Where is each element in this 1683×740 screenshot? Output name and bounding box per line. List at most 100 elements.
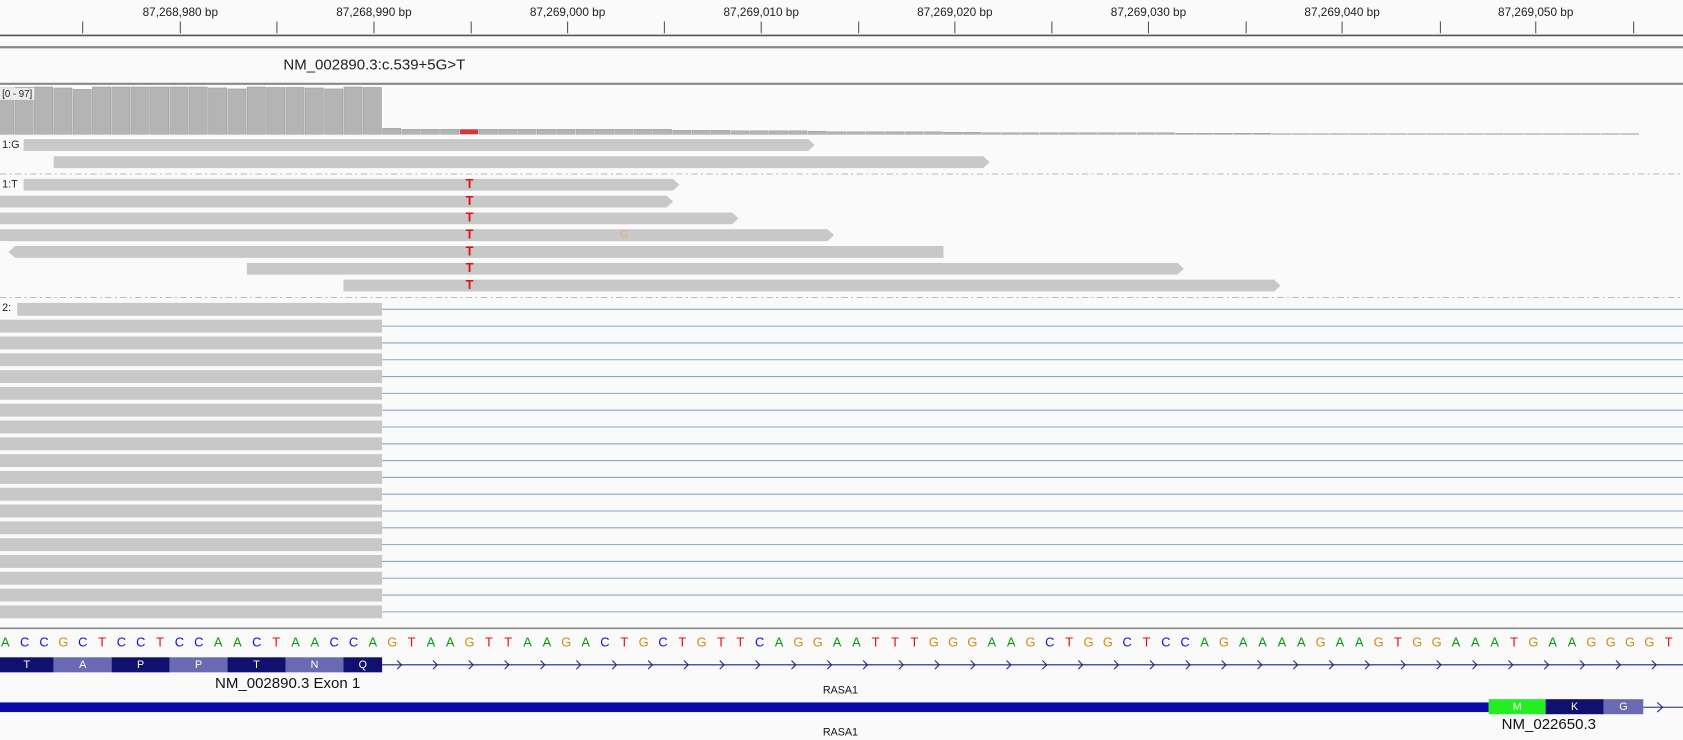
read xyxy=(0,353,383,367)
base: C xyxy=(658,635,667,650)
base: T xyxy=(1394,635,1402,650)
base: A xyxy=(369,635,378,650)
base: T xyxy=(678,635,686,650)
ruler-label: 87,269,050 bp xyxy=(1498,5,1574,19)
base: G xyxy=(1412,635,1422,650)
coverage-bar xyxy=(788,130,808,135)
coverage-bar xyxy=(1039,132,1059,135)
base: A xyxy=(291,635,300,650)
base: A xyxy=(1239,635,1248,650)
strand-arrow xyxy=(647,660,654,670)
strand-arrow xyxy=(1328,660,1335,670)
coverage-bar xyxy=(92,86,111,135)
group-label: 2: xyxy=(2,302,11,314)
transcript-label: NM_002890.3 Exon 1 xyxy=(215,675,360,692)
base: G xyxy=(1025,635,1035,650)
coverage-bar xyxy=(266,87,286,135)
base: A xyxy=(775,635,784,650)
coverage-bar xyxy=(34,86,53,135)
mismatch: T xyxy=(466,277,474,292)
coverage-bar xyxy=(285,87,305,135)
strand-arrow xyxy=(1656,702,1664,713)
ruler-label: 87,269,010 bp xyxy=(723,5,799,19)
base: C xyxy=(1123,635,1132,650)
ruler-label: 87,269,040 bp xyxy=(1304,5,1380,19)
base: C xyxy=(252,635,261,650)
coverage-bar xyxy=(1059,132,1079,135)
base: T xyxy=(910,635,918,650)
coverage-bar xyxy=(691,130,711,135)
base: A xyxy=(1355,635,1364,650)
strand-arrow xyxy=(898,660,905,670)
base: A xyxy=(543,635,552,650)
base: A xyxy=(446,635,455,650)
base: C xyxy=(600,635,609,650)
coverage-bar xyxy=(614,129,634,135)
coverage-bar xyxy=(227,88,247,135)
strand-arrow xyxy=(396,660,403,670)
coverage-bar xyxy=(498,129,518,135)
base: C xyxy=(349,635,358,650)
exon-codon xyxy=(285,657,344,673)
coverage-bar xyxy=(246,86,266,135)
read xyxy=(0,454,383,468)
mismatch: T xyxy=(466,176,474,191)
coverage-bar xyxy=(672,130,692,135)
coverage-bar xyxy=(517,129,537,135)
coverage-bar xyxy=(827,131,846,135)
base: A xyxy=(852,635,861,650)
strand-arrow xyxy=(1113,660,1120,670)
read xyxy=(0,605,383,619)
base: C xyxy=(78,635,87,650)
read xyxy=(0,487,383,501)
strand-arrow xyxy=(791,660,797,670)
amino-acid: N xyxy=(311,659,319,671)
strand-arrow xyxy=(1615,660,1622,670)
base: G xyxy=(793,635,803,650)
group-label-bg xyxy=(0,138,24,152)
coverage-bar xyxy=(188,86,208,135)
transcript-label: NM_022650.3 xyxy=(1502,716,1596,733)
read xyxy=(343,279,1281,292)
range-bg xyxy=(0,88,35,100)
base: A xyxy=(1278,635,1287,650)
strand-arrow xyxy=(970,660,976,670)
strand-arrow xyxy=(1006,660,1012,670)
base: C xyxy=(1181,635,1190,650)
base: G xyxy=(967,635,977,650)
base: G xyxy=(813,635,823,650)
exon-codon xyxy=(53,657,112,673)
amino-acid: K xyxy=(1571,701,1579,713)
strand-arrow xyxy=(1364,660,1371,670)
coverage-bar xyxy=(981,132,1001,135)
variant-label: NM_002890.3:c.539+5G>T xyxy=(283,56,465,73)
coverage-bar xyxy=(459,129,479,135)
coverage-bar xyxy=(420,129,440,135)
ruler-label: 87,268,990 bp xyxy=(336,5,412,19)
amino-acid: Q xyxy=(359,659,367,671)
base: C xyxy=(20,635,29,650)
strand-arrow xyxy=(576,660,582,670)
read xyxy=(0,470,383,484)
coverage-bar xyxy=(1175,133,1195,135)
amino-acid: T xyxy=(253,659,260,671)
coverage-bar xyxy=(904,131,924,135)
mismatch: T xyxy=(466,193,474,208)
amino-acid: T xyxy=(24,659,31,671)
exon-codon xyxy=(0,657,54,673)
read xyxy=(246,262,1184,275)
coverage-bar xyxy=(943,132,962,135)
strand-arrow xyxy=(755,660,761,670)
base: T xyxy=(891,635,899,650)
base: T xyxy=(1143,635,1151,650)
base: G xyxy=(465,635,475,650)
read xyxy=(0,319,383,333)
coverage-bar xyxy=(1020,132,1040,135)
base: A xyxy=(1007,635,1016,650)
base: G xyxy=(1644,635,1654,650)
strand-arrow xyxy=(1651,660,1657,670)
coverage-bar xyxy=(575,129,595,135)
base: C xyxy=(175,635,184,650)
